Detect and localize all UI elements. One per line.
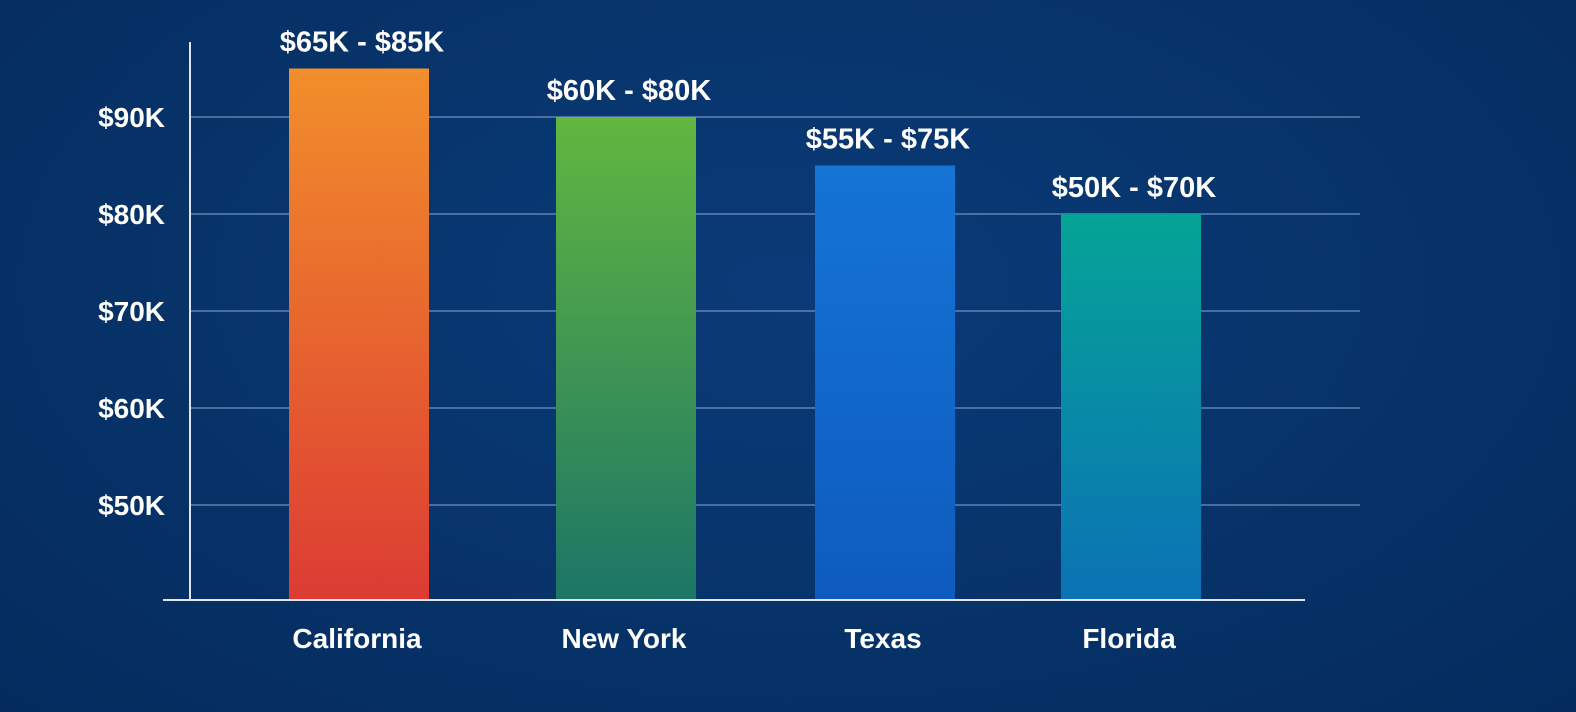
bar-new-york (556, 117, 696, 600)
y-tick-label: $90K (98, 102, 165, 133)
x-category-label: New York (561, 623, 686, 654)
bar-data-label: $65K - $85K (280, 27, 444, 59)
y-axis-ticks: $50K $60K $70K $80K $90K (98, 102, 165, 521)
bar-florida (1061, 214, 1201, 600)
bar-california (289, 68, 429, 600)
bar-data-label: $50K - $70K (1052, 172, 1216, 204)
x-category-label: Florida (1082, 623, 1176, 654)
axes (163, 42, 1305, 601)
bars (289, 68, 1201, 600)
y-tick-label: $80K (98, 199, 165, 230)
y-tick-label: $50K (98, 490, 165, 521)
x-axis-categories: California New York Texas Florida (292, 623, 1176, 654)
bar-data-labels: $65K - $85K $60K - $80K $55K - $75K $50K - … (280, 27, 1216, 205)
y-tick-label: $60K (98, 393, 165, 424)
x-category-label: California (292, 623, 422, 654)
bar-texas (815, 165, 955, 600)
y-tick-label: $70K (98, 296, 165, 327)
bar-data-label: $55K - $75K (806, 124, 970, 156)
bar-data-label: $60K - $80K (547, 75, 711, 107)
x-category-label: Texas (844, 623, 921, 654)
